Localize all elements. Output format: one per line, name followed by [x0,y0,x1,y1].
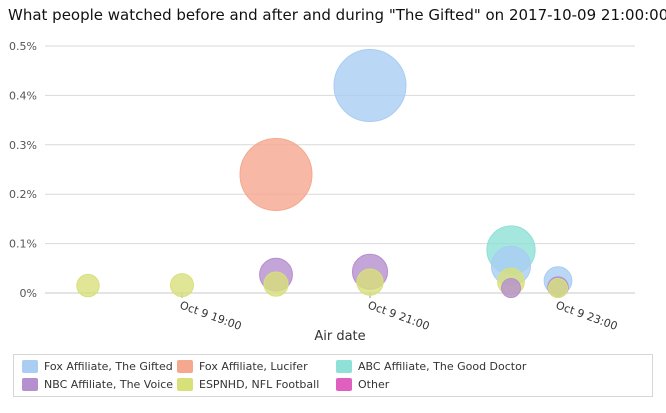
y-tick-label: 0.1% [9,238,37,251]
legend-item[interactable]: Fox Affiliate, The Gifted [22,360,173,373]
y-tick-label: 0.3% [9,139,37,152]
legend-label: ABC Affiliate, The Good Doctor [358,360,527,373]
legend-item[interactable]: Other [336,378,389,391]
x-tick-label: Oct 9 19:00 [178,299,243,333]
y-tick-label: 0% [20,287,37,300]
legend-swatch [336,378,352,391]
y-tick-label: 0.2% [9,188,37,201]
bubble-layer [76,49,573,299]
x-tick-label: Oct 9 21:00 [366,299,431,333]
y-axis-ticks: 0% 0.1% 0.2% 0.3% 0.4% 0.5% [9,40,37,300]
legend-label: Fox Affiliate, Lucifer [199,360,308,373]
legend-item[interactable]: ESPNHD, NFL Football [177,378,319,391]
legend-label: ESPNHD, NFL Football [199,378,320,391]
legend-item[interactable]: Fox Affiliate, Lucifer [177,360,308,373]
legend-label: Fox Affiliate, The Gifted [44,360,173,373]
x-tick-label: Oct 9 23:00 [554,299,619,333]
legend-swatch [177,378,193,391]
legend-item[interactable]: ABC Affiliate, The Good Doctor [336,360,526,373]
legend-swatch [177,360,193,373]
bubble-point[interactable] [548,278,568,299]
bubble-point[interactable] [356,268,384,296]
chart-title: What people watched before and after and… [8,6,666,24]
bubble-point[interactable] [239,137,313,211]
legend-swatch [22,360,38,373]
y-tick-label: 0.5% [9,40,37,53]
y-tick-label: 0.4% [9,89,37,102]
legend-swatch [336,360,352,373]
bubble-point[interactable] [170,273,194,298]
legend-label: Other [358,378,390,391]
x-axis-ticks: Oct 9 19:00 Oct 9 21:00 Oct 9 23:00 [178,293,619,333]
bubble-point[interactable] [263,271,289,297]
bubble-point[interactable] [76,273,100,298]
bubble-point[interactable] [501,278,521,299]
legend-label: NBC Affiliate, The Voice [44,378,174,391]
bubble-point[interactable] [333,49,407,123]
legend: Fox Affiliate, The Gifted Fox Affiliate, … [13,354,653,397]
legend-item[interactable]: NBC Affiliate, The Voice [22,378,173,391]
legend-swatch [22,378,38,391]
x-axis-label: Air date [314,329,365,344]
